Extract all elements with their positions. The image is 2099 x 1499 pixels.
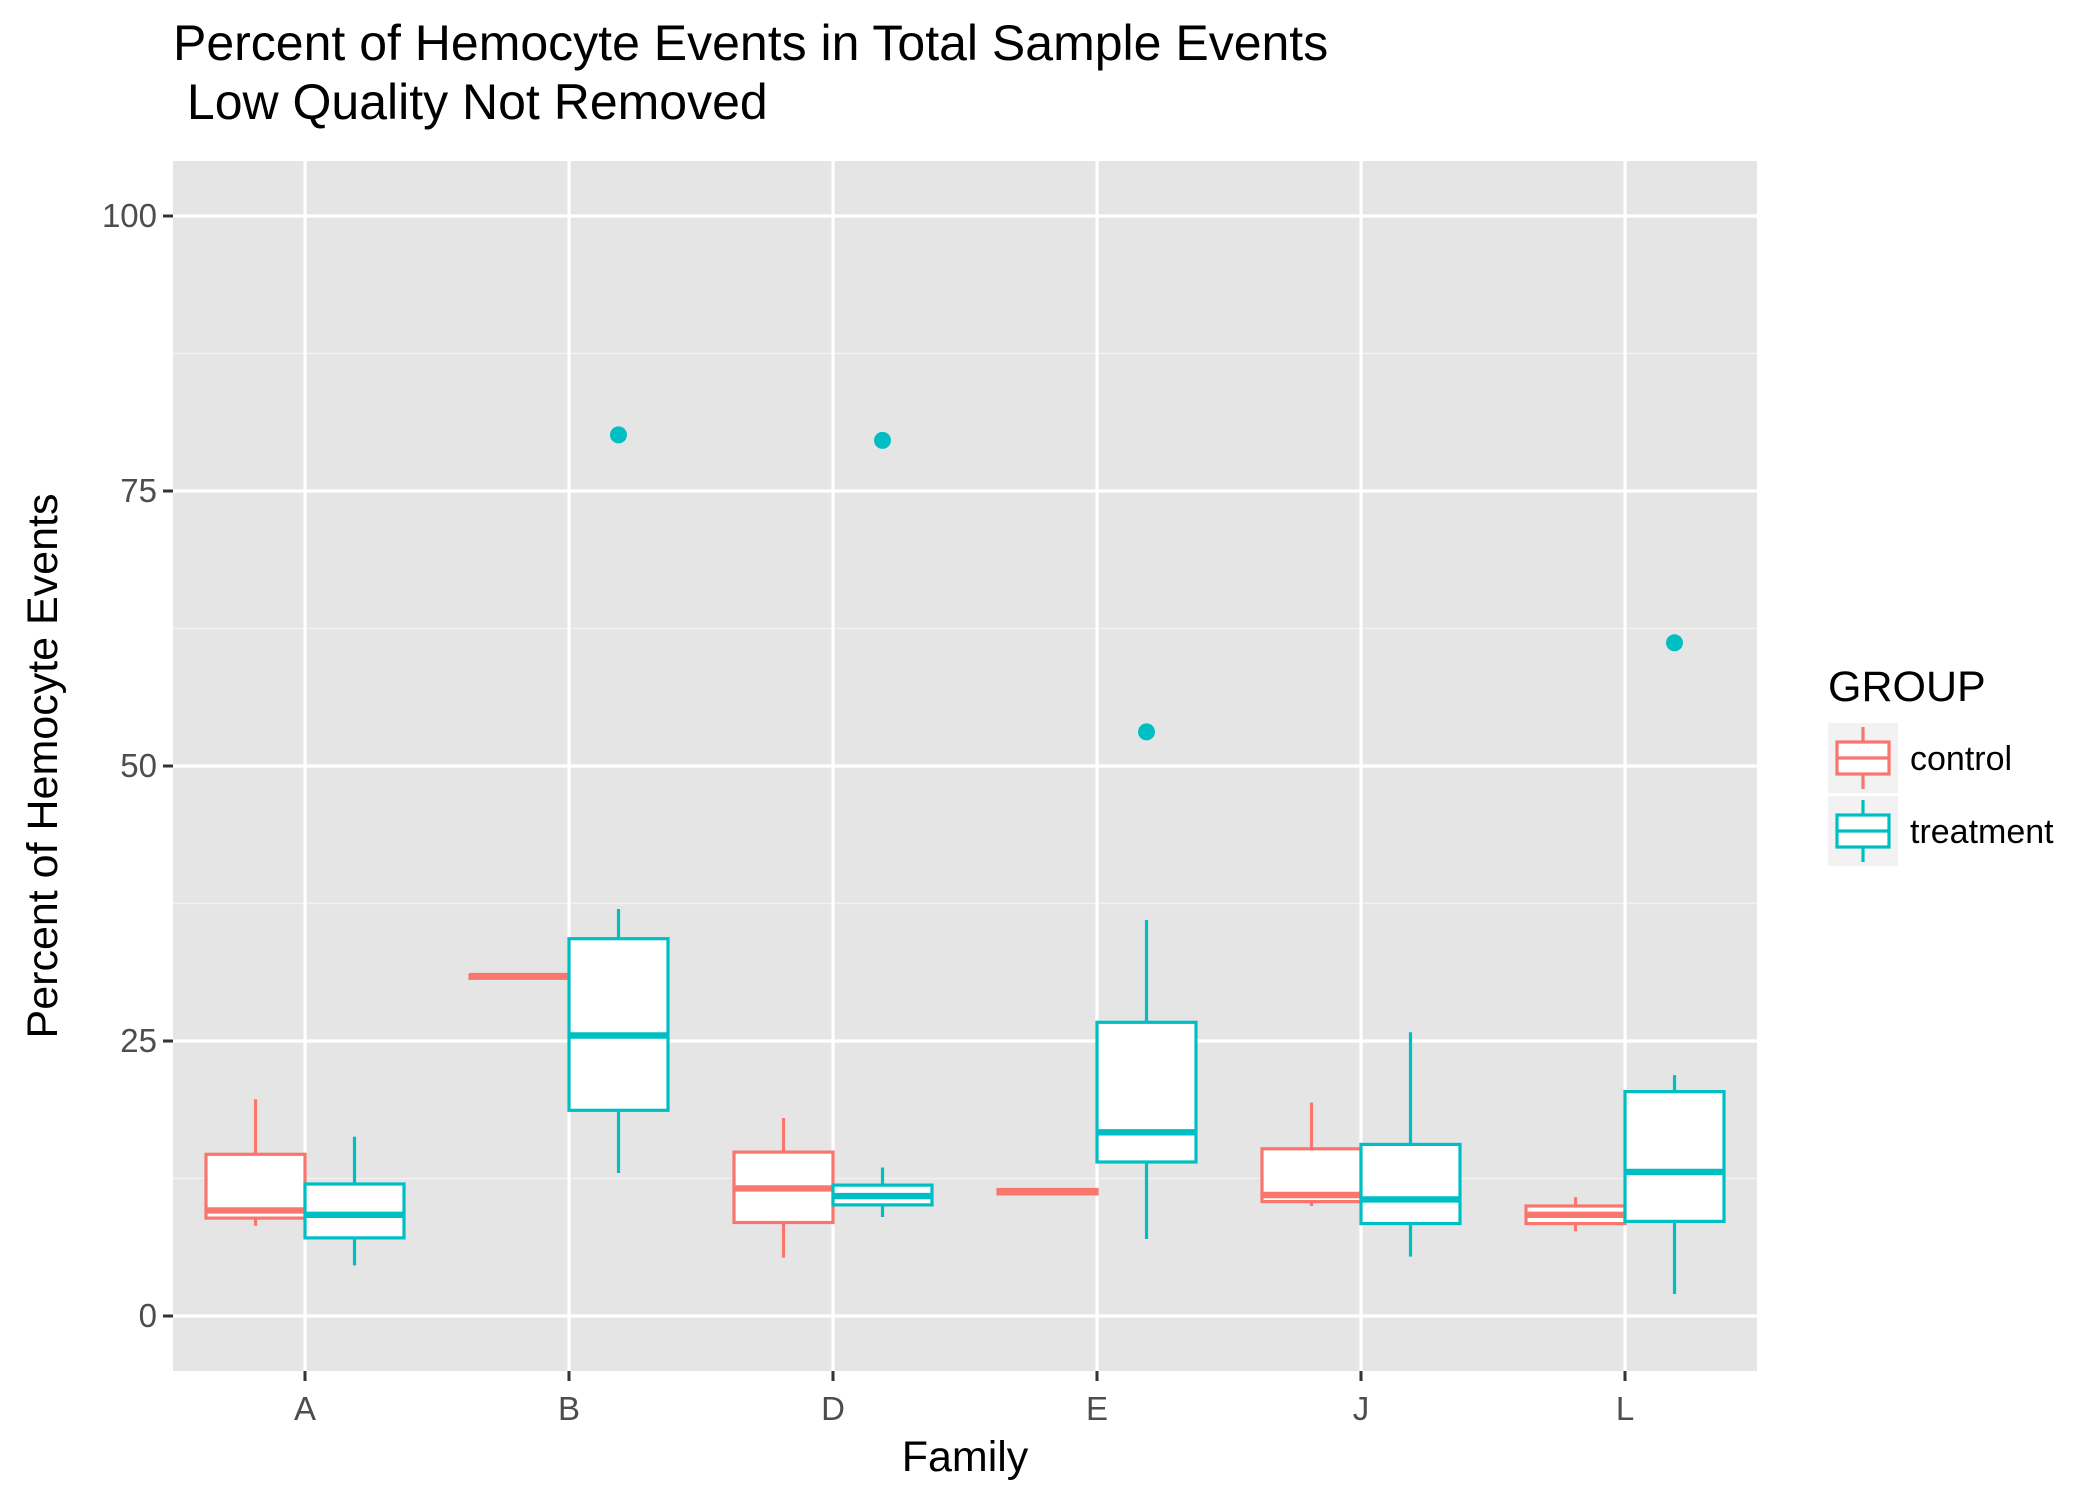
chart-title-line-1: Percent of Hemocyte Events in Total Samp… (173, 15, 1328, 71)
box-treatment-L (1623, 634, 1726, 1294)
y-axis-title: Percent of Hemocyte Events (19, 494, 67, 1039)
y-tick-label: 50 (120, 747, 157, 784)
grid-minor-lines (173, 352, 1757, 1180)
box-body (303, 1182, 406, 1240)
legend-label: control (1910, 740, 2012, 778)
chart-title-line-2: Low Quality Not Removed (173, 74, 768, 130)
x-tick-label: L (1616, 1390, 1634, 1427)
x-axis-title: Family (902, 1433, 1029, 1481)
box-control-J (1260, 1102, 1363, 1206)
x-tick-label: J (1353, 1390, 1370, 1427)
legend-item-treatment: treatment (1828, 796, 2054, 866)
y-axis: 0 25 50 75 100 (102, 197, 173, 1334)
box-treatment-D (831, 431, 934, 1217)
legend: GROUP control treatment (1828, 663, 2054, 866)
outlier-point (610, 426, 627, 444)
box-body (567, 937, 670, 1112)
x-tick-label: E (1086, 1390, 1108, 1427)
box-body (1359, 1142, 1462, 1226)
y-tick-label: 25 (120, 1022, 157, 1059)
box-body (1095, 1020, 1198, 1164)
outlier-point (1666, 634, 1683, 652)
outlier-point (874, 431, 891, 449)
x-tick-label: B (558, 1390, 580, 1427)
box-treatment-B (567, 426, 670, 1173)
y-tick-label: 75 (120, 472, 157, 509)
legend-title: GROUP (1828, 663, 1986, 711)
outlier-point (1138, 723, 1155, 741)
y-tick-label: 100 (102, 197, 157, 234)
box-treatment-J (1359, 1032, 1462, 1257)
x-tick-label: D (821, 1390, 845, 1427)
x-tick-label: A (294, 1390, 316, 1427)
box-treatment-E (1095, 723, 1198, 1239)
box-control-B (468, 972, 571, 980)
box-plots (204, 426, 1726, 1294)
legend-item-control: control (1828, 723, 2012, 793)
box-treatment-A (303, 1136, 406, 1266)
box-control-E (996, 1187, 1099, 1196)
legend-label: treatment (1910, 813, 2054, 851)
box-body (1623, 1089, 1726, 1223)
y-tick-label: 0 (139, 1297, 157, 1334)
box-control-A (204, 1099, 307, 1226)
